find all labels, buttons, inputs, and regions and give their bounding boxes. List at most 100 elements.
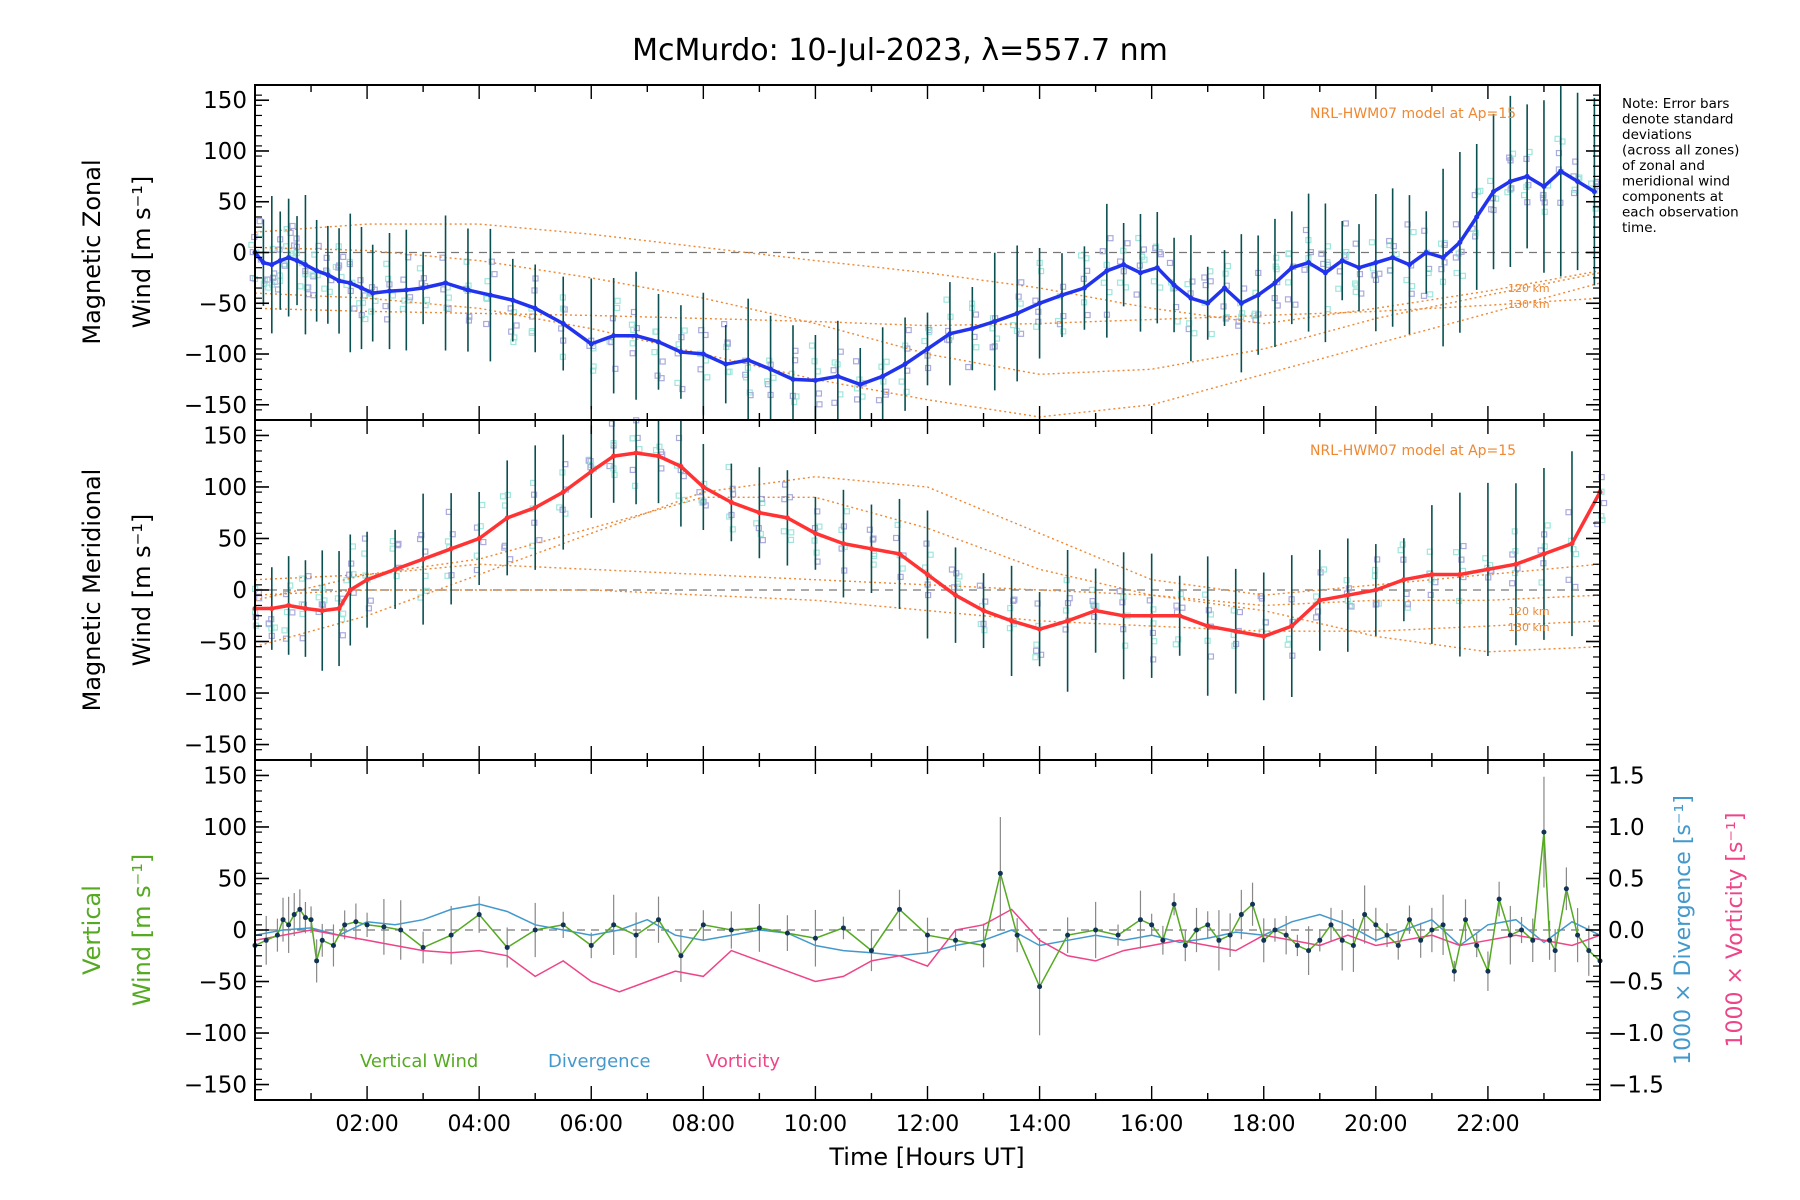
meridional-zone-sample xyxy=(927,551,934,558)
meridional-zone-sample xyxy=(339,632,346,639)
zonal-wind-point xyxy=(420,285,426,291)
meridional-zone-sample xyxy=(444,538,452,545)
meridional-zone-sample xyxy=(923,540,930,547)
zonal-zone-sample xyxy=(1441,241,1448,249)
meridional-zone-sample xyxy=(843,508,850,515)
zonal-zone-sample xyxy=(1207,268,1214,275)
zonal-wind-point xyxy=(790,376,796,382)
meridional-zone-sample xyxy=(1231,642,1238,649)
zonal-zone-sample xyxy=(1150,278,1158,285)
meridional-zone-sample xyxy=(787,536,795,543)
zonal-wind-point xyxy=(286,255,292,261)
vertical-wind-point xyxy=(1317,937,1323,943)
zonal-zone-sample xyxy=(1273,254,1280,261)
zonal-zone-sample xyxy=(357,277,364,284)
zonal-wind-point xyxy=(1255,292,1261,298)
vertical-wind-point xyxy=(1065,932,1071,938)
zonal-zone-sample xyxy=(1107,235,1114,242)
vertical-wind-point xyxy=(1306,948,1312,954)
vertical-wind-point xyxy=(656,917,661,923)
zonal-zone-sample xyxy=(1452,221,1460,228)
zonal-zone-sample xyxy=(1521,192,1528,199)
zonal-wind-point xyxy=(403,287,409,293)
zonal-zone-sample xyxy=(1351,280,1359,287)
zonal-zone-sample xyxy=(1403,276,1410,284)
meridional-zone-sample xyxy=(1207,653,1215,660)
zonal-zone-sample xyxy=(1471,233,1479,240)
meridional-wind-point xyxy=(633,450,639,456)
divergence-line xyxy=(254,903,1601,957)
zonal-wind-point xyxy=(1457,239,1463,245)
x-tick-label: 10:00 xyxy=(784,1112,847,1137)
vertical-ytick-label: −150 xyxy=(184,1073,247,1099)
vertical-wind-point xyxy=(302,915,308,921)
meridional-zone-sample xyxy=(281,627,288,634)
zonal-wind-point xyxy=(1558,168,1564,174)
zonal-zone-sample xyxy=(883,358,890,365)
zonal-wind-point xyxy=(902,361,908,367)
zonal-zone-sample xyxy=(1459,272,1467,279)
zonal-zone-sample xyxy=(406,294,414,301)
meridional-zone-sample xyxy=(1343,577,1350,584)
zonal-zone-sample xyxy=(1302,226,1310,234)
vertical-wind-point xyxy=(1463,917,1468,923)
meridional-zone-sample xyxy=(1173,602,1180,609)
vertical-wind-point xyxy=(286,922,292,928)
meridional-model-label: NRL-HWM07 model at Ap=15 xyxy=(1310,443,1516,459)
zonal-zone-sample xyxy=(248,241,255,248)
zonal-wind-point xyxy=(1507,178,1513,184)
zonal-zone-sample xyxy=(1274,302,1281,309)
meridional-wind-point xyxy=(756,510,762,516)
meridional-zone-sample xyxy=(1482,555,1489,562)
meridional-wind-point xyxy=(448,546,454,552)
vertical-wind-point xyxy=(504,945,510,951)
x-tick-label: 04:00 xyxy=(447,1112,510,1137)
meridional-ytick-label: 50 xyxy=(218,526,247,552)
zonal-zone-sample xyxy=(629,340,636,347)
zonal-zone-sample xyxy=(1559,138,1566,145)
zonal-wind-point xyxy=(745,357,751,363)
vertical-wind-point xyxy=(330,942,336,948)
zonal-wind-point xyxy=(370,290,376,296)
meridional-wind-point xyxy=(1177,613,1183,619)
meridional-zone-sample xyxy=(899,565,906,572)
meridional-zone-sample xyxy=(1404,604,1411,611)
zonal-zone-sample xyxy=(770,374,777,381)
vertical-wind-point xyxy=(1530,937,1536,943)
zonal-zone-sample xyxy=(905,326,912,334)
legend-vorticity: Vorticity xyxy=(706,1051,780,1072)
meridional-wind-point xyxy=(336,606,342,612)
zonal-zone-sample xyxy=(1539,195,1547,202)
meridional-zone-sample xyxy=(315,594,322,601)
vertical-wind-point xyxy=(678,953,684,959)
vertical-wind-point xyxy=(560,922,566,928)
vertical-wind-point xyxy=(700,922,706,928)
zonal-zone-sample xyxy=(1472,229,1479,236)
note-line: components at xyxy=(1622,189,1723,205)
zonal-zone-sample xyxy=(1240,285,1248,292)
meridional-zone-sample xyxy=(696,489,703,496)
zonal-wind-point xyxy=(857,381,863,387)
meridional-zone-sample xyxy=(699,499,706,506)
meridional-wind-point xyxy=(656,453,661,459)
meridional-zone-sample xyxy=(338,616,345,623)
zonal-wind-point xyxy=(1491,189,1497,195)
zonal-zone-sample xyxy=(614,297,621,304)
note-line: meridional wind xyxy=(1622,174,1730,190)
meridional-zone-sample xyxy=(1033,647,1040,654)
right-ytick-label: −1.5 xyxy=(1608,1073,1664,1099)
vertical-wind-point xyxy=(1451,968,1457,974)
meridional-zone-sample xyxy=(287,582,294,589)
meridional-wind-point xyxy=(420,556,426,562)
zonal-zone-sample xyxy=(898,378,905,385)
zonal-zone-sample xyxy=(1099,248,1106,255)
zonal-wind-point xyxy=(1390,255,1396,261)
vertical-wind-point xyxy=(1406,917,1412,923)
vertical-wind-point xyxy=(1563,886,1569,892)
zonal-wind-point xyxy=(1474,214,1480,220)
zonal-wind-point xyxy=(260,260,266,266)
zonal-zone-sample xyxy=(323,254,330,261)
zonal-zone-sample xyxy=(903,388,910,395)
meridional-wind-point xyxy=(302,606,308,612)
